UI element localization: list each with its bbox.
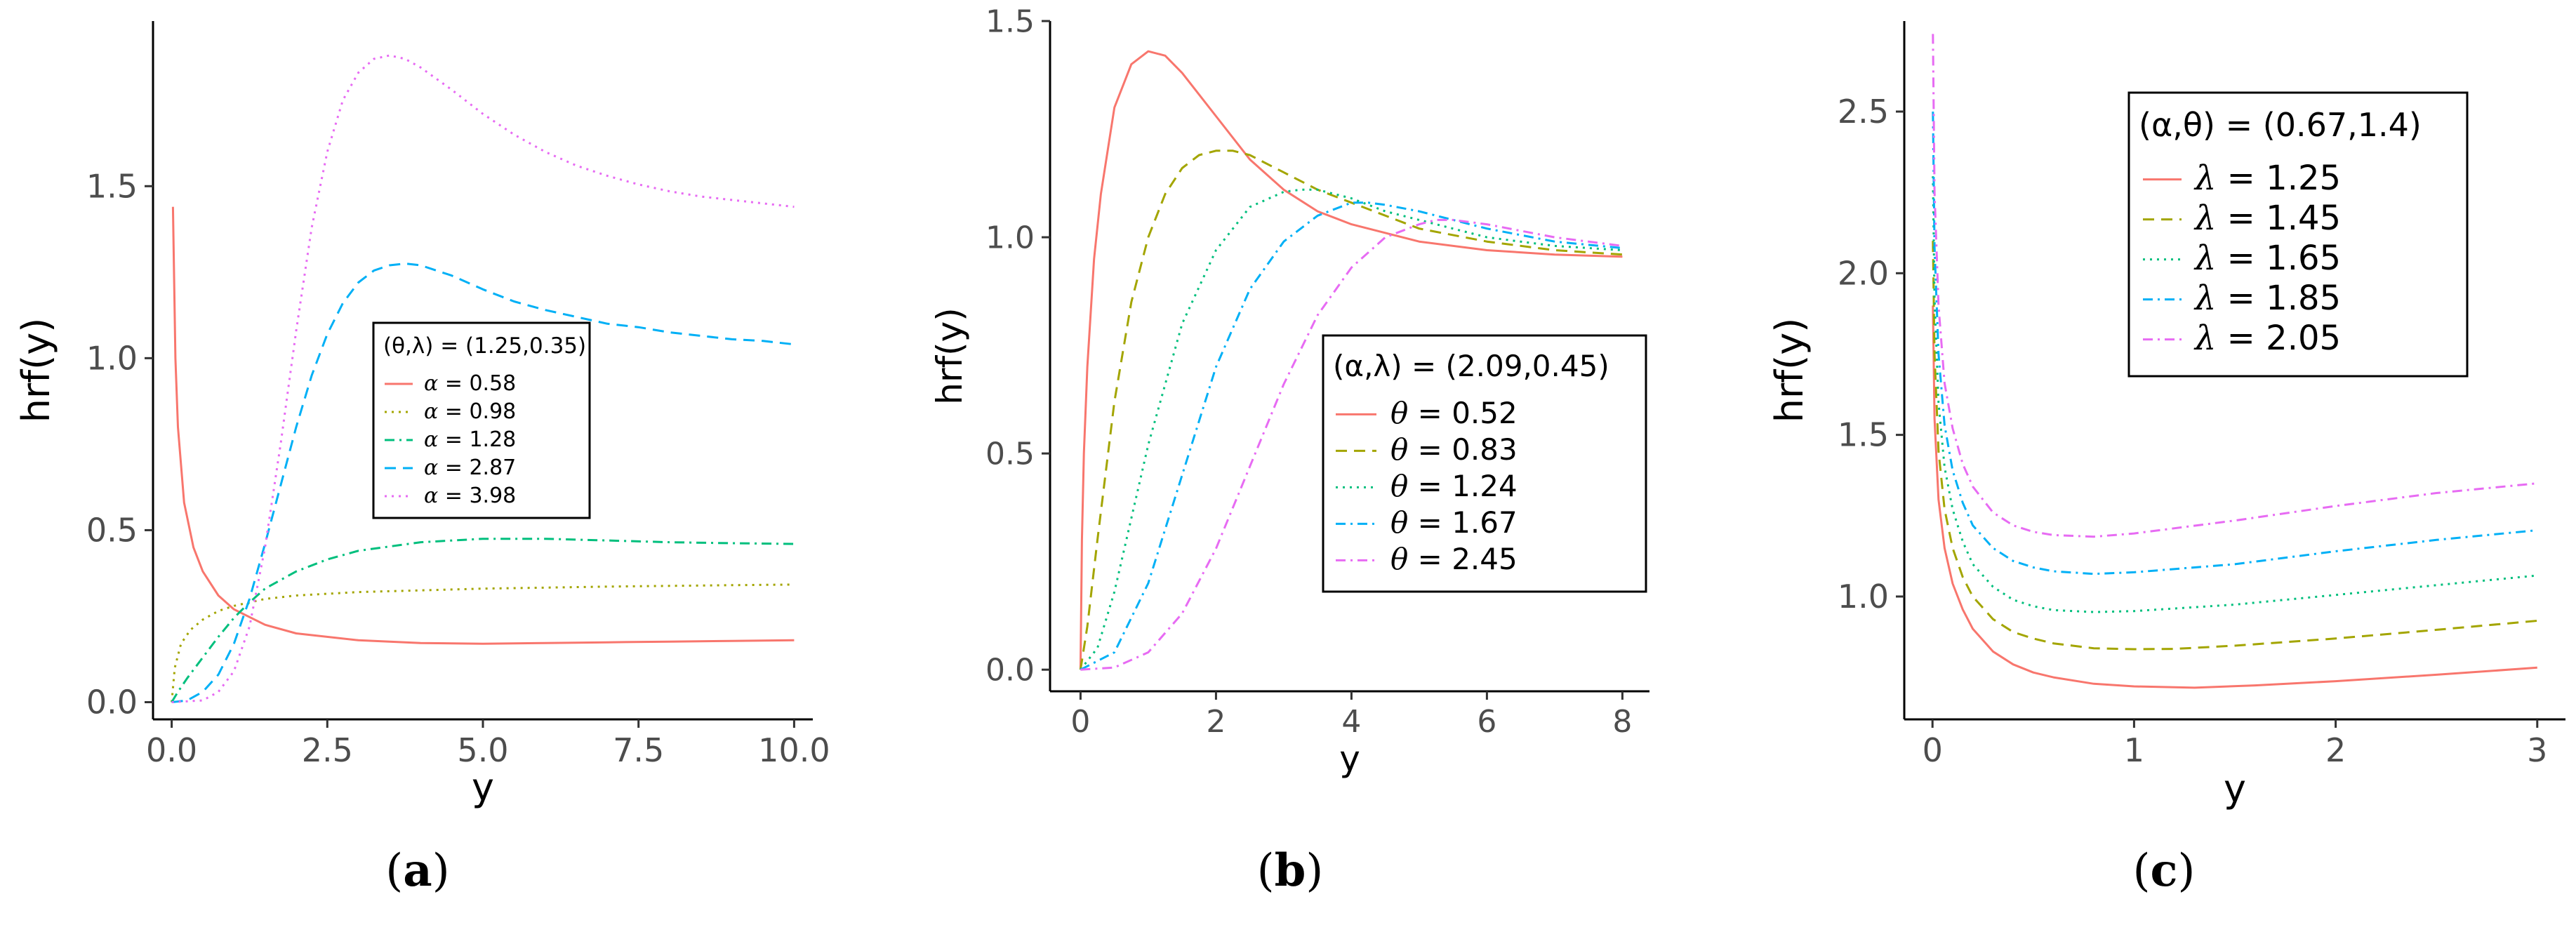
legend-title-b: (α,λ) = (2.09,0.45) <box>1333 349 1609 383</box>
y-tick-label-a-1: 0.5 <box>86 512 138 550</box>
x-tick-label-b-4: 8 <box>1612 704 1632 740</box>
x-axis-label-c: y <box>2224 766 2246 811</box>
y-tick-label-a-2: 1.0 <box>86 339 138 377</box>
legend-entry-b-1: θ = 0.52 <box>1390 396 1518 430</box>
caption-a: (a) <box>385 844 449 897</box>
legend-entry-a-2: α = 0.98 <box>424 399 516 424</box>
series-line-c-2 <box>1932 241 2537 651</box>
y-tick-label-c-0: 1.0 <box>1838 578 1889 615</box>
x-tick-label-c-3: 3 <box>2527 731 2547 769</box>
x-tick-label-a-1: 2.5 <box>302 731 353 769</box>
legend-entry-a-4: α = 2.87 <box>424 455 516 480</box>
legend-title-c: (α,θ) = (0.67,1.4) <box>2139 106 2422 144</box>
y-axis-label-c: hrf(y) <box>1767 318 1812 423</box>
legend-title-a: (θ,λ) = (1.25,0.35) <box>383 333 586 359</box>
series-line-a-3 <box>171 538 795 703</box>
legend-entry-c-1: λ = 1.25 <box>2193 159 2341 198</box>
legend-entry-b-2: θ = 0.83 <box>1390 432 1518 467</box>
y-tick-label-b-0: 0.0 <box>985 653 1035 688</box>
legend-entry-b-4: θ = 1.67 <box>1390 505 1518 540</box>
x-tick-label-b-3: 6 <box>1477 704 1496 740</box>
x-tick-label-a-4: 10.0 <box>758 731 830 769</box>
x-tick-label-c-1: 1 <box>2124 731 2144 769</box>
caption-c: (c) <box>2133 844 2196 897</box>
legend-entry-c-2: λ = 1.45 <box>2193 199 2341 238</box>
series-line-a-4 <box>171 262 795 703</box>
legend-entry-c-3: λ = 1.65 <box>2193 239 2341 278</box>
x-tick-label-a-3: 7.5 <box>613 731 664 769</box>
caption-b: (b) <box>1257 844 1324 897</box>
chart-c: 0 1 2 3 1.0 1.5 2.0 2.5 y hrf(y) (α,θ) = (0.67,1.4… <box>1767 21 2565 897</box>
legend-entry-a-5: α = 3.98 <box>424 484 516 508</box>
legend-a: (θ,λ) = (1.25,0.35) α = 0.58 α = 0.98 α = 1… <box>372 321 591 519</box>
y-axis-label-b: hrf(y) <box>929 307 970 404</box>
x-tick-label-b-2: 4 <box>1341 704 1361 740</box>
x-tick-label-b-1: 2 <box>1206 704 1226 740</box>
y-tick-label-a-0: 0.0 <box>86 684 138 721</box>
x-tick-label-c-2: 2 <box>2325 731 2346 769</box>
legend-box-c <box>2127 91 2469 378</box>
x-tick-label-a-2: 5.0 <box>457 731 508 769</box>
legend-entry-b-5: θ = 2.45 <box>1390 542 1518 576</box>
legend-box-a <box>372 321 591 519</box>
y-tick-label-a-3: 1.5 <box>86 167 138 205</box>
legend-entry-c-5: λ = 2.05 <box>2193 319 2341 358</box>
x-tick-label-c-0: 0 <box>1923 731 1943 769</box>
legend-entry-a-1: α = 0.58 <box>424 371 516 396</box>
y-tick-label-b-1: 0.5 <box>985 437 1035 472</box>
legend-c: (α,θ) = (0.67,1.4)λ = 1.25λ = 1.45λ = 1.… <box>2127 91 2469 378</box>
x-axis-label-a: y <box>472 765 494 809</box>
series-line-a-1 <box>171 206 795 645</box>
series-line-c-1 <box>1932 305 2537 689</box>
series-line-b-5 <box>1080 218 1623 671</box>
series-line-b-4 <box>1080 201 1623 671</box>
chart-a: 0.0 2.5 5.0 7.5 10.0 0.0 0.5 1.0 1.5 y hrf(y) (θ,λ)… <box>14 21 830 897</box>
series-line-b-2 <box>1079 149 1623 670</box>
legend-b: (α,λ) = (2.09,0.45)θ = 0.52θ = 0.83θ = 1… <box>1322 334 1647 593</box>
y-axis-label-a: hrf(y) <box>14 318 58 423</box>
y-tick-label-b-2: 1.0 <box>985 220 1035 255</box>
y-tick-label-c-1: 1.5 <box>1838 416 1889 454</box>
y-tick-label-c-3: 2.5 <box>1838 93 1889 131</box>
x-tick-label-b-0: 0 <box>1070 704 1090 740</box>
series-line-c-4 <box>1932 111 2537 575</box>
chart-b: 0 2 4 6 8 0.0 0.5 1.0 1.5 y hrf(y) (α,λ) = (2.09,0.… <box>929 4 1649 897</box>
x-axis-label-b: y <box>1339 738 1360 779</box>
y-tick-label-c-2: 2.0 <box>1838 254 1889 292</box>
y-tick-label-b-3: 1.5 <box>985 4 1035 39</box>
x-tick-label-a-0: 0.0 <box>146 731 197 769</box>
series-line-a-2 <box>171 583 795 703</box>
series-line-a-5 <box>171 54 795 703</box>
legend-entry-a-3: α = 1.28 <box>424 427 516 452</box>
legend-box-b <box>1322 334 1647 593</box>
legend-entry-b-3: θ = 1.24 <box>1390 469 1518 503</box>
legend-entry-c-4: λ = 1.85 <box>2193 279 2341 318</box>
series-line-b-1 <box>1079 50 1623 670</box>
